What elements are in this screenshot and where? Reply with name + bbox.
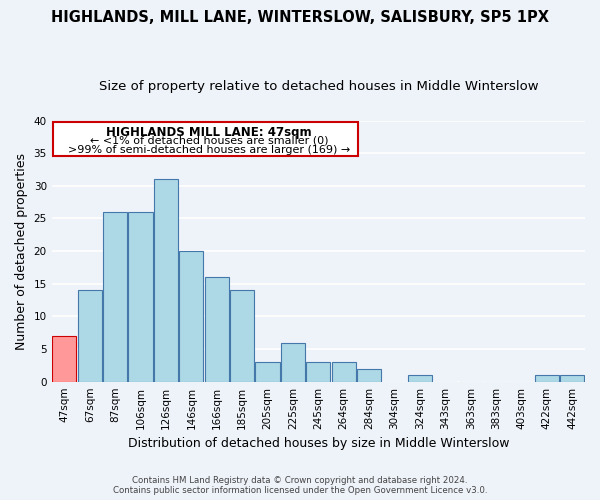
Text: HIGHLANDS MILL LANE: 47sqm: HIGHLANDS MILL LANE: 47sqm [106, 126, 312, 139]
Bar [77, 290, 102, 382]
Text: Contains HM Land Registry data © Crown copyright and database right 2024.
Contai: Contains HM Land Registry data © Crown c… [113, 476, 487, 495]
FancyBboxPatch shape [53, 122, 358, 156]
Text: HIGHLANDS, MILL LANE, WINTERSLOW, SALISBURY, SP5 1PX: HIGHLANDS, MILL LANE, WINTERSLOW, SALISB… [51, 10, 549, 25]
Bar [205, 277, 229, 382]
Bar [408, 375, 432, 382]
Bar [103, 212, 127, 382]
Bar [128, 212, 152, 382]
Bar [306, 362, 331, 382]
Bar [256, 362, 280, 382]
Bar [281, 342, 305, 382]
Bar [357, 368, 381, 382]
Bar [332, 362, 356, 382]
Bar [154, 180, 178, 382]
Title: Size of property relative to detached houses in Middle Winterslow: Size of property relative to detached ho… [98, 80, 538, 93]
X-axis label: Distribution of detached houses by size in Middle Winterslow: Distribution of detached houses by size … [128, 437, 509, 450]
Text: >99% of semi-detached houses are larger (169) →: >99% of semi-detached houses are larger … [68, 146, 350, 156]
Bar [535, 375, 559, 382]
Text: ← <1% of detached houses are smaller (0): ← <1% of detached houses are smaller (0) [90, 136, 328, 145]
Y-axis label: Number of detached properties: Number of detached properties [15, 152, 28, 350]
Bar [230, 290, 254, 382]
Bar [179, 251, 203, 382]
Bar [560, 375, 584, 382]
Bar [52, 336, 76, 382]
